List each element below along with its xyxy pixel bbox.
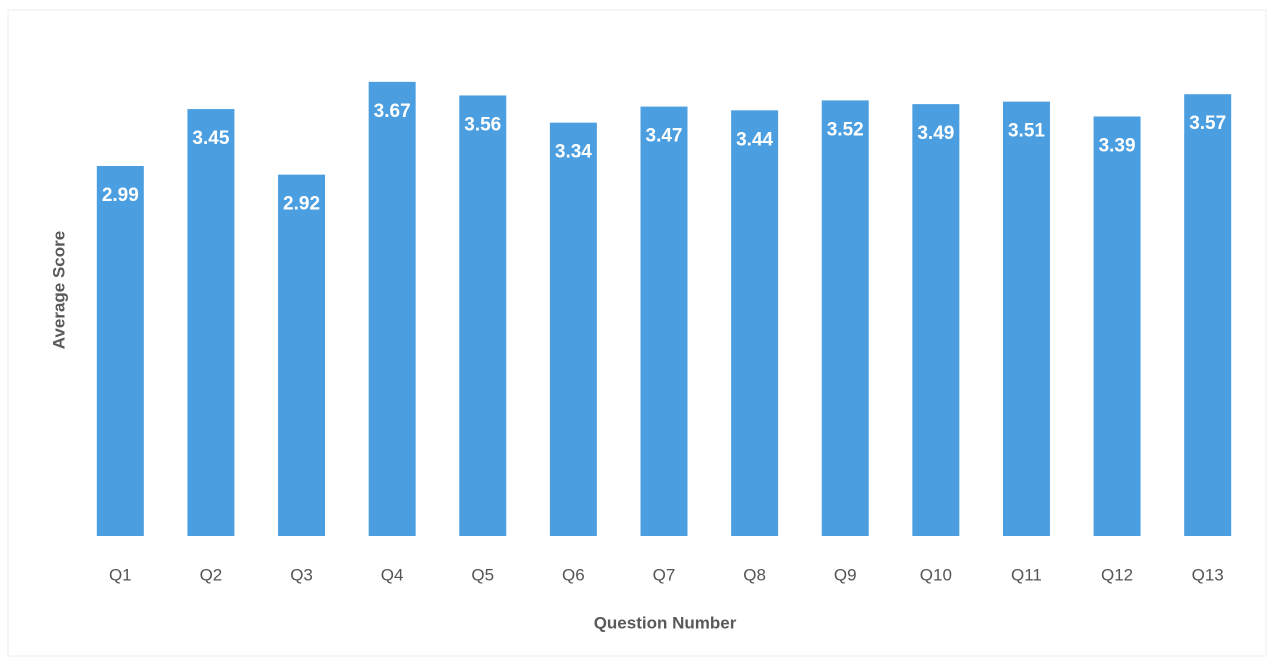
- bar: [1002, 101, 1050, 536]
- bar: [821, 100, 869, 537]
- y-axis-title: Average Score: [49, 231, 68, 349]
- x-tick-label: Q6: [562, 565, 585, 584]
- x-tick-label: Q4: [381, 565, 404, 584]
- x-tick-label: Q7: [653, 565, 676, 584]
- x-axis-title: Question Number: [594, 613, 737, 632]
- data-label: 3.44: [736, 129, 773, 150]
- x-tick-label: Q8: [743, 565, 766, 584]
- data-label: 3.56: [464, 114, 501, 135]
- x-tick-label: Q5: [471, 565, 494, 584]
- bar: [459, 95, 507, 536]
- x-tick-label: Q9: [834, 565, 857, 584]
- data-label: 3.47: [646, 126, 683, 147]
- data-label: 3.67: [374, 101, 411, 122]
- bar: [187, 109, 235, 536]
- bar: [640, 106, 688, 537]
- data-label: 3.52: [827, 119, 864, 140]
- data-label: 3.34: [555, 142, 592, 163]
- data-label: 3.57: [1189, 113, 1226, 134]
- bar: [368, 81, 416, 537]
- data-label: 2.99: [102, 185, 139, 206]
- bar: [912, 104, 960, 537]
- x-tick-label: Q10: [920, 565, 952, 584]
- x-tick-label: Q2: [200, 565, 223, 584]
- bar: [1093, 116, 1141, 537]
- data-label: 3.49: [917, 123, 954, 144]
- data-label: 3.39: [1099, 136, 1136, 157]
- data-label: 2.92: [283, 194, 320, 215]
- data-label: 3.51: [1008, 121, 1045, 142]
- x-tick-label: Q1: [109, 565, 132, 584]
- bar: [96, 165, 144, 537]
- x-tick-label: Q3: [290, 565, 313, 584]
- x-tick-label: Q12: [1101, 565, 1133, 584]
- data-label: 3.45: [192, 128, 229, 149]
- bar: [549, 122, 597, 537]
- x-tick-label: Q13: [1192, 565, 1224, 584]
- bar: [278, 174, 326, 536]
- bar: [731, 110, 779, 537]
- x-tick-label: Q11: [1011, 565, 1042, 584]
- bar: [1184, 94, 1232, 537]
